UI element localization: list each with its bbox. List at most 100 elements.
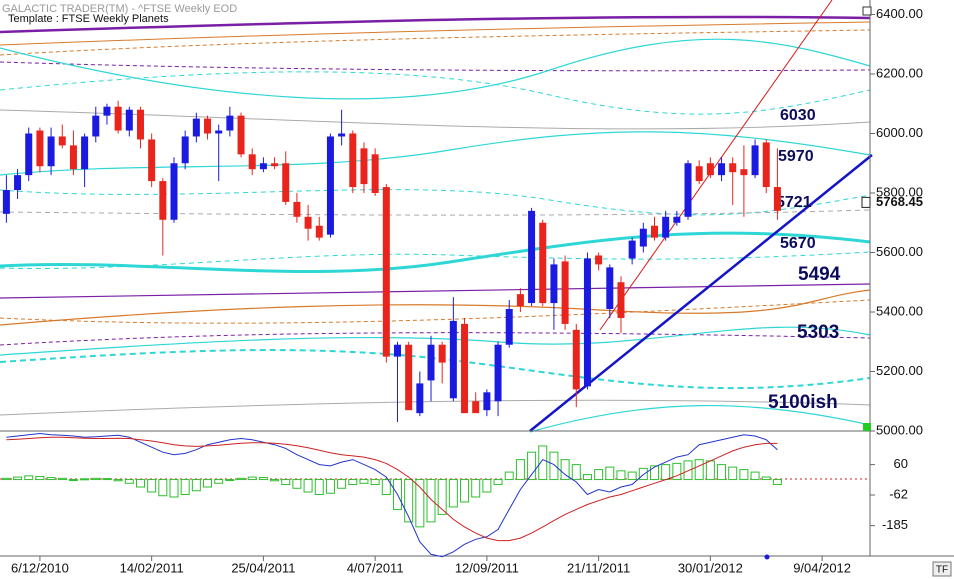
histogram-bar — [649, 465, 659, 481]
last-price-marker — [861, 196, 871, 208]
histogram-bar — [236, 477, 246, 481]
level-label: 5494 — [798, 264, 841, 285]
level-label: 5303 — [797, 322, 839, 343]
candle-body — [494, 344, 502, 402]
candle-body — [684, 163, 692, 217]
histogram-bar — [370, 479, 380, 486]
marker — [863, 423, 871, 431]
y-tick-label: -62 — [889, 486, 908, 501]
candle-body — [472, 401, 480, 414]
planet-line — [0, 399, 871, 416]
candle-body — [606, 267, 614, 310]
histogram-bar — [661, 464, 671, 481]
histogram-bar — [448, 479, 458, 508]
candle-body — [47, 136, 55, 167]
planet-line — [0, 15, 871, 34]
histogram-bar — [739, 469, 749, 481]
planet-line — [0, 332, 871, 346]
histogram-bar — [705, 460, 715, 481]
candle-body — [483, 392, 491, 411]
candle-body — [427, 344, 435, 381]
histogram-bar — [728, 466, 738, 481]
candle-body — [595, 255, 603, 265]
candle-body — [14, 175, 22, 191]
histogram-bar — [415, 479, 425, 528]
timeframe-button[interactable] — [932, 561, 952, 577]
candle-body — [215, 130, 223, 134]
histogram-bar — [605, 466, 615, 481]
candle-body — [226, 115, 234, 131]
planet-line — [0, 189, 871, 216]
y-tick-label: 6400.00 — [876, 6, 923, 21]
x-tick-label: 21/11/2011 — [567, 560, 630, 575]
candle-body — [438, 344, 446, 363]
candle-body — [360, 148, 368, 185]
histogram-bar — [761, 476, 771, 481]
candle-body — [304, 216, 312, 229]
candle-body — [326, 136, 334, 235]
candle-body — [92, 115, 100, 137]
histogram-bar — [683, 460, 693, 481]
slow-line — [6, 436, 778, 542]
candle-body — [706, 163, 714, 176]
histogram-bar — [314, 479, 324, 495]
planet-line — [0, 209, 871, 216]
histogram-bar — [571, 464, 581, 481]
histogram-bar — [247, 476, 257, 481]
candle-body — [192, 118, 200, 137]
histogram-bar — [158, 479, 168, 497]
candle-body — [561, 261, 569, 324]
candle-body — [583, 258, 591, 387]
fast-line — [6, 432, 778, 558]
candle-body — [740, 169, 748, 176]
candle-body — [170, 163, 178, 220]
histogram-bar — [80, 478, 90, 481]
x-tick-label: 30/01/2012 — [678, 560, 743, 575]
histogram-bar — [471, 479, 481, 498]
histogram-bar — [594, 469, 604, 481]
histogram-bar — [527, 451, 537, 481]
histogram-bar — [772, 479, 782, 486]
histogram-bar — [57, 477, 67, 481]
candle-body — [315, 225, 323, 238]
histogram-bar — [348, 479, 358, 486]
planet-line — [0, 326, 871, 356]
candle-body — [505, 309, 513, 345]
timeframe-button-label[interactable]: TF — [936, 565, 948, 576]
histogram-bar — [135, 479, 145, 488]
candle-body — [393, 344, 401, 357]
planet-line — [0, 299, 871, 324]
histogram-bar — [381, 479, 391, 495]
y-tick-label: -185 — [882, 517, 908, 532]
histogram-bar — [482, 479, 492, 493]
candle-body — [729, 163, 737, 173]
candle-body — [416, 383, 424, 414]
level-label: 5721 — [776, 194, 812, 211]
histogram-bar — [627, 471, 637, 481]
candle-body — [36, 130, 44, 167]
histogram-bar — [35, 476, 45, 481]
candle-body — [293, 201, 301, 217]
histogram-bar — [504, 471, 514, 481]
candle-body — [516, 294, 524, 307]
histogram-bar — [102, 478, 112, 481]
histogram-bar — [404, 479, 414, 523]
level-label: 5670 — [780, 235, 816, 252]
trend-line — [599, 0, 833, 331]
candle-body — [58, 136, 66, 146]
last-price-label: 5768.45 — [876, 194, 923, 209]
x-tick-label: 25/04/2011 — [231, 560, 295, 575]
candle-body — [2, 190, 10, 214]
header-title: GALACTIC TRADER(TM) - ^FTSE Weekly EOD — [2, 3, 237, 15]
histogram-bar — [672, 462, 682, 481]
y-tick-label: 5600.00 — [876, 244, 923, 259]
candle-body — [762, 142, 770, 188]
candle-body — [382, 187, 390, 357]
candle-body — [773, 187, 781, 211]
histogram-bar — [270, 479, 280, 482]
candle-body — [673, 216, 681, 223]
planet-line — [0, 349, 871, 390]
histogram-bar — [337, 479, 347, 489]
y-tick-label: 60 — [894, 456, 908, 471]
